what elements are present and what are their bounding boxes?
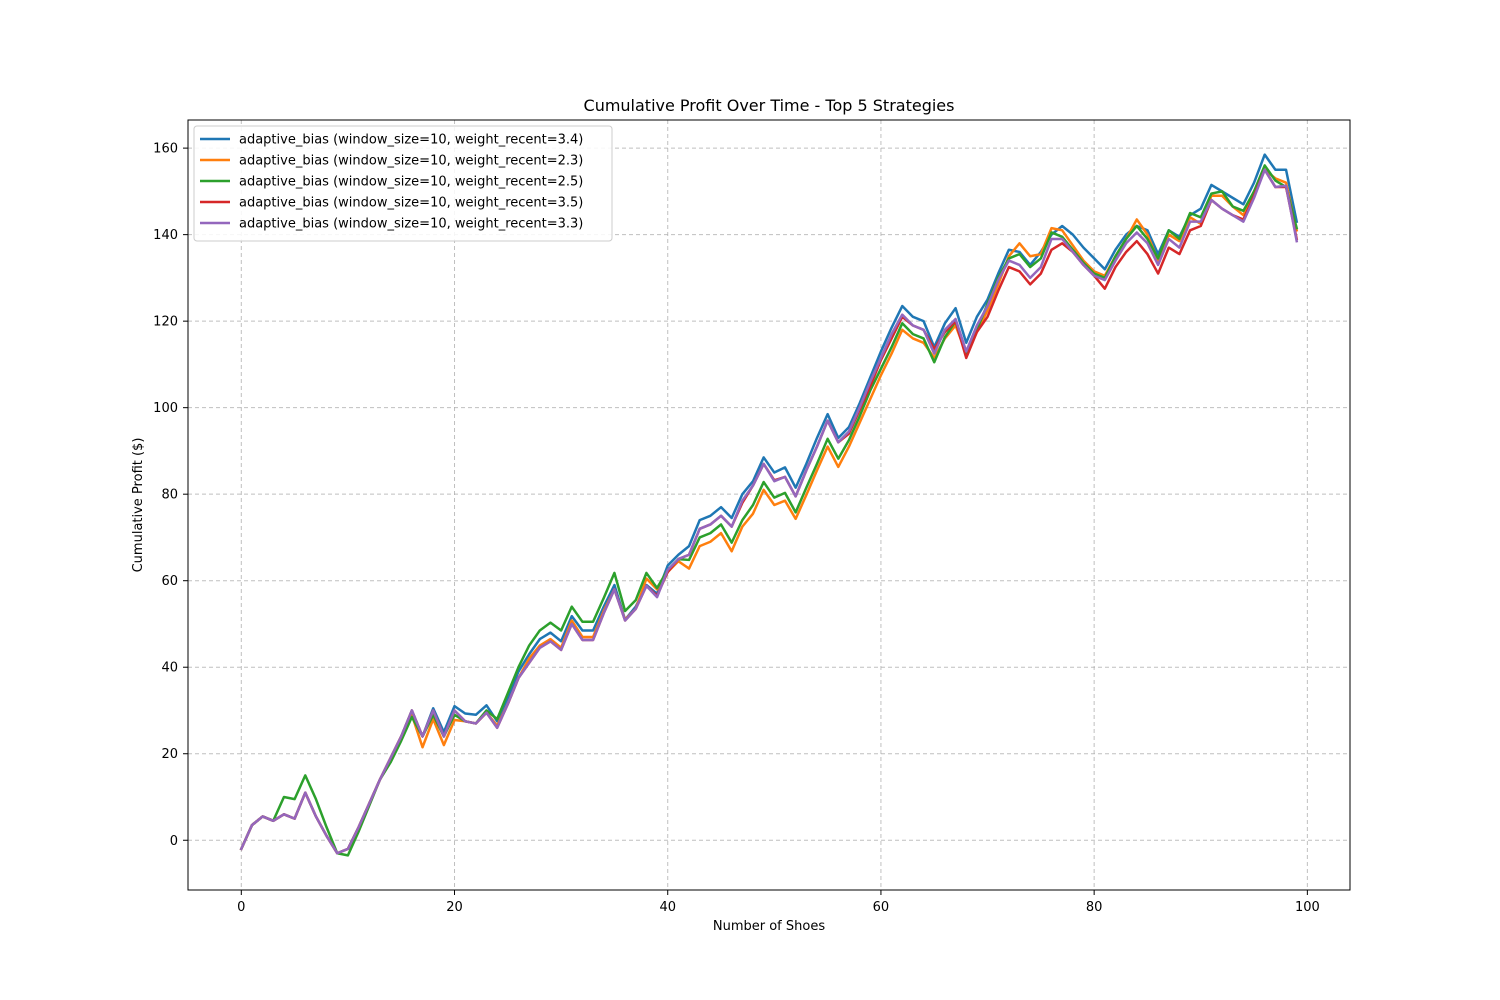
y-axis-ticks: 0 20 40 60 80 100 120 140 160: [153, 142, 188, 849]
grid-lines: [188, 120, 1350, 890]
legend-entry: adaptive_bias (window_size=10, weight_re…: [239, 154, 583, 169]
y-tick-label: 0: [170, 834, 178, 849]
x-axis-ticks: 0 20 40 60 80 100: [237, 890, 1320, 915]
y-tick-label: 20: [161, 747, 178, 762]
y-tick-label: 140: [153, 228, 178, 243]
x-tick-label: 0: [237, 900, 245, 915]
legend-entry: adaptive_bias (window_size=10, weight_re…: [239, 196, 583, 211]
x-tick-label: 100: [1295, 900, 1320, 915]
legend-entry: adaptive_bias (window_size=10, weight_re…: [239, 217, 583, 232]
plot-frame: [187, 119, 1351, 891]
y-tick-label: 60: [161, 574, 178, 589]
x-tick-label: 60: [873, 900, 890, 915]
y-tick-label: 120: [153, 315, 178, 330]
chart-title: Cumulative Profit Over Time - Top 5 Stra…: [584, 96, 955, 115]
legend: adaptive_bias (window_size=10, weight_re…: [193, 125, 613, 242]
legend-entry: adaptive_bias (window_size=10, weight_re…: [239, 175, 583, 190]
x-tick-label: 20: [446, 900, 463, 915]
legend-entry: adaptive_bias (window_size=10, weight_re…: [239, 133, 583, 148]
x-tick-label: 80: [1086, 900, 1103, 915]
y-tick-label: 80: [161, 488, 178, 503]
x-tick-label: 40: [659, 900, 676, 915]
y-axis-label: Cumulative Profit ($): [131, 438, 146, 573]
series-lines: [239, 153, 1299, 857]
y-tick-label: 100: [153, 401, 178, 416]
series-line-5: [239, 168, 1299, 855]
legend-box: [193, 125, 613, 242]
y-tick-label: 40: [161, 661, 178, 676]
x-axis-label: Number of Shoes: [713, 919, 825, 934]
y-tick-label: 160: [153, 142, 178, 157]
